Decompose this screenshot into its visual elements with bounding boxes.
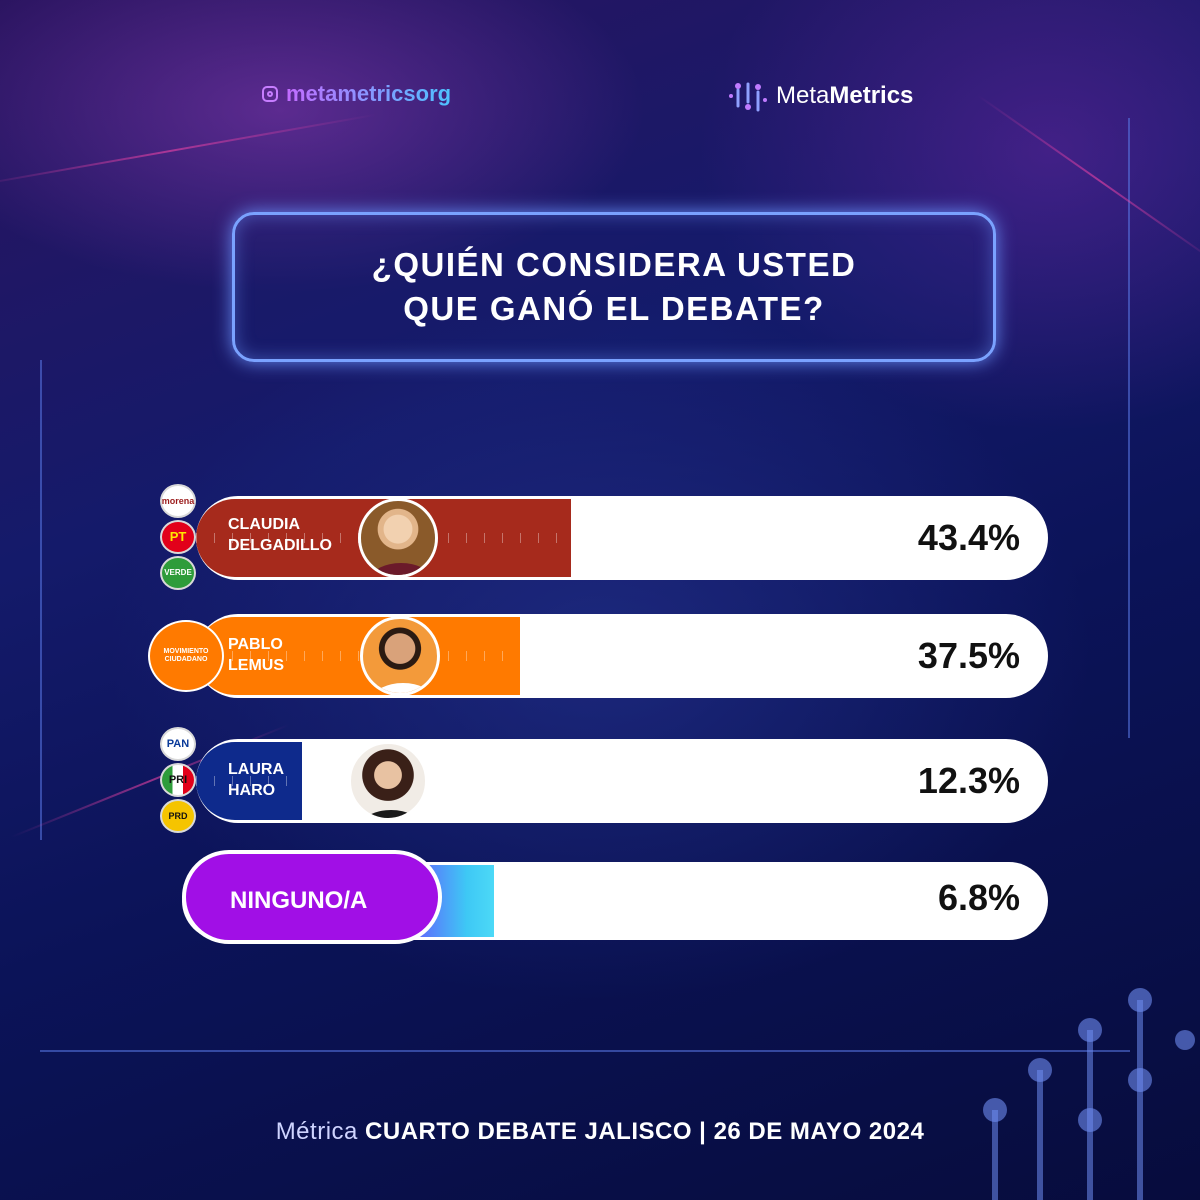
party-label: VERDE <box>164 568 192 577</box>
name-line-2: DELGADILLO <box>228 537 332 554</box>
party-label: MOVIMIENTO CIUDADANO <box>163 648 209 663</box>
percentage-label: 6.8% <box>937 877 1020 918</box>
metametrics-logo-icon <box>729 82 767 112</box>
percentage-label: 37.5% <box>917 635 1020 676</box>
footer-caption: Métrica CUARTO DEBATE JALISCO | 26 DE MA… <box>0 1118 1200 1146</box>
candidate-row-pablo: PABLO LEMUS 37.5% MOVIMIENTO CIUDADANO <box>148 614 1048 698</box>
bar-fill-pablo <box>196 617 521 695</box>
handle-text: metametricsorg <box>286 81 452 106</box>
name-line-1: PABLO <box>228 636 283 653</box>
candidate-name: CLAUDIA DELGADILLO <box>228 514 332 556</box>
party-logos: morena PT VERDE <box>160 484 196 590</box>
percentage-label: 43.4% <box>917 517 1020 558</box>
candidate-row-claudia: CLAUDIA DELGADILLO 43.4% morena PT VERDE <box>160 484 1048 590</box>
candidate-name: LAURA HARO <box>228 759 284 801</box>
question-line-2: QUE GANÓ EL DEBATE? <box>403 290 825 327</box>
bar-fill-laura <box>196 742 303 820</box>
name-line-1: LAURA <box>228 761 284 778</box>
name-line-1: CLAUDIA <box>228 516 300 533</box>
brand-name-bold: Metrics <box>829 82 914 109</box>
party-logos: MOVIMIENTO CIUDADANO <box>148 620 224 692</box>
party-logo-verde: VERDE <box>160 556 196 590</box>
name-line-2: HARO <box>228 782 276 799</box>
party-logo-pt: PT <box>160 520 196 554</box>
frame-line-right <box>1128 118 1130 738</box>
bar-track <box>196 739 1048 823</box>
instagram-handle[interactable]: metametricsorg <box>262 80 451 108</box>
brand-logo: MetaMetrics <box>728 76 913 116</box>
candidate-name: PABLO LEMUS <box>228 634 284 676</box>
instagram-icon <box>262 86 278 102</box>
name-line-2: LEMUS <box>228 657 284 674</box>
decorative-network-icon <box>983 988 1195 1200</box>
percentage-label: 12.3% <box>917 760 1020 801</box>
candidate-avatar <box>348 741 428 821</box>
party-logos: PAN PRI PRD <box>160 727 196 833</box>
candidate-avatar <box>360 616 440 696</box>
question-line-1: ¿QUIÉN CONSIDERA USTED <box>371 246 857 283</box>
party-label: morena <box>161 496 195 506</box>
party-logo-prd: PRD <box>160 799 196 833</box>
party-label: PRI <box>168 774 188 786</box>
frame-line-bottom <box>40 1050 1130 1052</box>
candidate-row-laura: LAURA HARO 12.3% PAN PRI PRD <box>160 727 1048 833</box>
ninguno-label: NINGUNO/A <box>230 887 368 914</box>
frame-line-left <box>40 360 42 840</box>
candidate-avatar <box>358 498 438 578</box>
footer-bold: CUARTO DEBATE JALISCO | 26 DE MAYO 2024 <box>365 1118 925 1145</box>
party-label: PRD <box>168 811 188 821</box>
party-label: PT <box>169 529 187 544</box>
party-logo-morena: morena <box>160 484 196 518</box>
party-logo-pan: PAN <box>160 727 196 761</box>
ninguno-pill: NINGUNO/A <box>182 850 442 944</box>
ninguno-row: NINGUNO/A 6.8% <box>182 850 1048 944</box>
brand-name-light: Meta <box>776 82 830 109</box>
brand-name: MetaMetrics <box>776 82 913 110</box>
party-logo-movimiento-ciudadano: MOVIMIENTO CIUDADANO <box>148 620 224 692</box>
footer-light: Métrica <box>275 1118 358 1145</box>
party-logo-pri: PRI <box>160 763 196 797</box>
party-label: PAN <box>166 738 190 750</box>
question-box: ¿QUIÉN CONSIDERA USTED QUE GANÓ EL DEBAT… <box>232 212 996 362</box>
